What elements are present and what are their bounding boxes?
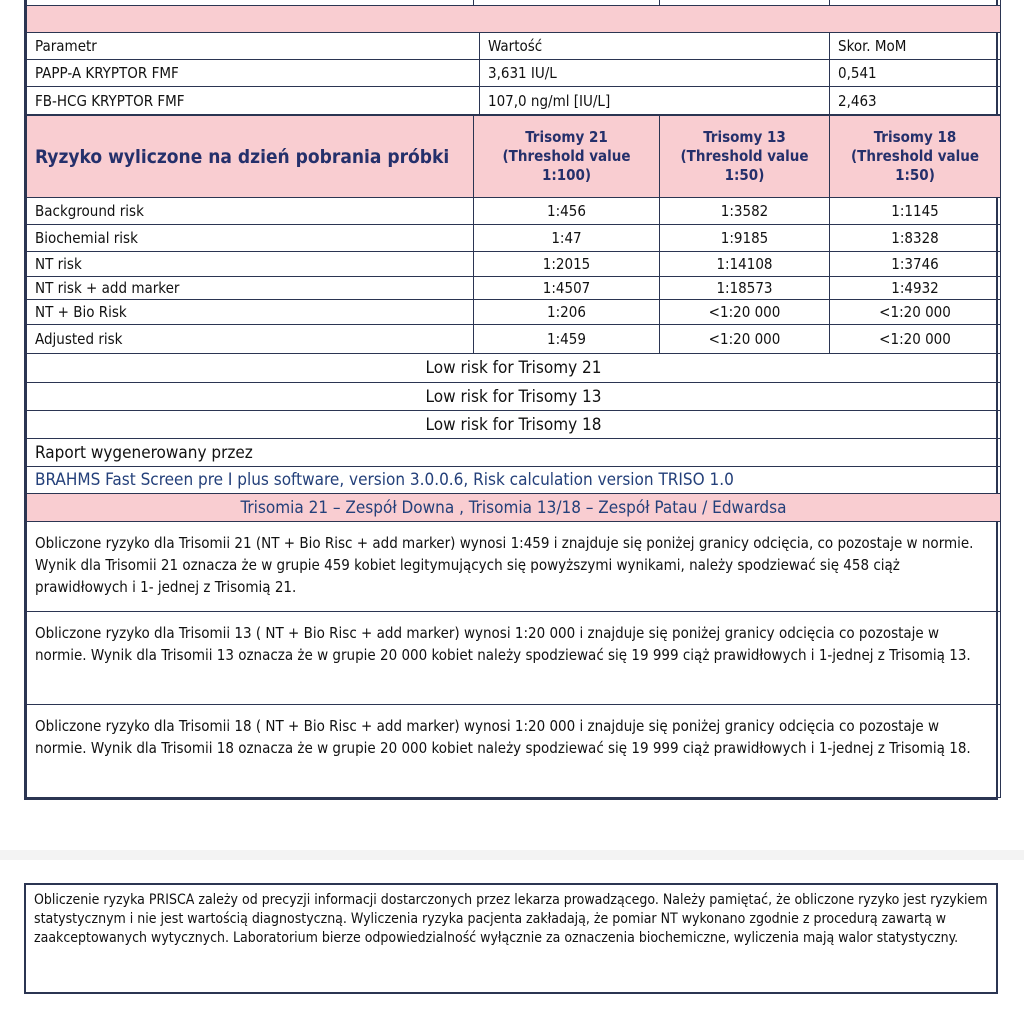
- conclusion-row: Low risk for Trisomy 13: [26, 382, 1001, 411]
- col-trisomy-18: Trisomy 18 (Threshold value 1:50): [829, 115, 1001, 198]
- risk-value: 1:4932: [829, 276, 1001, 300]
- risk-table: Ryzyko wyliczone na dzień pobrania próbk…: [26, 115, 1001, 798]
- report-document: Parametr Wartość Skor. MoM PAPP-A KRYPTO…: [24, 0, 1001, 800]
- report-label-row: Raport wygenerowany przez: [26, 438, 1001, 467]
- risk-value: 1:4507: [473, 276, 660, 300]
- risk-value: 1:9185: [659, 224, 830, 252]
- risk-value: 1:14108: [659, 251, 830, 277]
- risk-title: Ryzyko wyliczone na dzień pobrania próbk…: [26, 115, 474, 198]
- risk-label: Adjusted risk: [26, 324, 474, 354]
- risk-row: Adjusted risk 1:459 <1:20 000 <1:20 000: [26, 324, 1001, 354]
- param-row-fb-hcg: FB-HCG KRYPTOR FMF 107,0 ng/ml [IU/L] 2,…: [26, 86, 1001, 115]
- risk-label: Biochemial risk: [26, 224, 474, 252]
- col-trisomy-13: Trisomy 13 (Threshold value 1:50): [659, 115, 830, 198]
- risk-value: 1:47: [473, 224, 660, 252]
- risk-value: 1:18573: [659, 276, 830, 300]
- risk-label: NT risk: [26, 251, 474, 277]
- page-separator: [0, 850, 1024, 860]
- pink-spacer-row: [26, 5, 1001, 33]
- risk-value: 1:206: [473, 299, 660, 325]
- col-trisomy-21: Trisomy 21 (Threshold value 1:100): [473, 115, 660, 198]
- risk-header-row: Ryzyko wyliczone na dzień pobrania próbk…: [26, 115, 1001, 198]
- risk-value: 1:456: [473, 197, 660, 225]
- risk-row: NT + Bio Risk 1:206 <1:20 000 <1:20 000: [26, 299, 1001, 325]
- risk-value: 1:1145: [829, 197, 1001, 225]
- top-table: Parametr Wartość Skor. MoM PAPP-A KRYPTO…: [26, 0, 1001, 115]
- interpretation-t13: Obliczone ryzyko dla Trisomii 13 ( NT + …: [26, 611, 1001, 705]
- params-header-row: Parametr Wartość Skor. MoM: [26, 32, 1001, 60]
- risk-value: <1:20 000: [659, 299, 830, 325]
- risk-row: Background risk 1:456 1:3582 1:1145: [26, 197, 1001, 225]
- risk-value: 1:459: [473, 324, 660, 354]
- risk-row: Biochemial risk 1:47 1:9185 1:8328: [26, 224, 1001, 252]
- risk-value: <1:20 000: [829, 324, 1001, 354]
- risk-value: <1:20 000: [659, 324, 830, 354]
- risk-value: <1:20 000: [829, 299, 1001, 325]
- param-row-papp-a: PAPP-A KRYPTOR FMF 3,631 IU/L 0,541: [26, 59, 1001, 87]
- interpretation-t21: Obliczone ryzyko dla Trisomii 21 (NT + B…: [26, 521, 1001, 612]
- conclusion-row: Low risk for Trisomy 21: [26, 353, 1001, 383]
- software-row: BRAHMS Fast Screen pre I plus software, …: [26, 466, 1001, 494]
- risk-row: NT risk 1:2015 1:14108 1:3746: [26, 251, 1001, 277]
- risk-value: 1:3746: [829, 251, 1001, 277]
- risk-value: 1:3582: [659, 197, 830, 225]
- risk-value: 1:8328: [829, 224, 1001, 252]
- syndromes-row: Trisomia 21 – Zespół Downa , Trisomia 13…: [26, 493, 1001, 522]
- risk-label: Background risk: [26, 197, 474, 225]
- conclusion-row: Low risk for Trisomy 18: [26, 410, 1001, 439]
- interpretation-t18: Obliczone ryzyko dla Trisomii 18 ( NT + …: [26, 704, 1001, 798]
- risk-row: NT risk + add marker 1:4507 1:18573 1:4932: [26, 276, 1001, 300]
- risk-value: 1:2015: [473, 251, 660, 277]
- risk-label: NT risk + add marker: [26, 276, 474, 300]
- risk-label: NT + Bio Risk: [26, 299, 474, 325]
- disclaimer-box: Obliczenie ryzyka PRISCA zależy od precy…: [24, 883, 998, 994]
